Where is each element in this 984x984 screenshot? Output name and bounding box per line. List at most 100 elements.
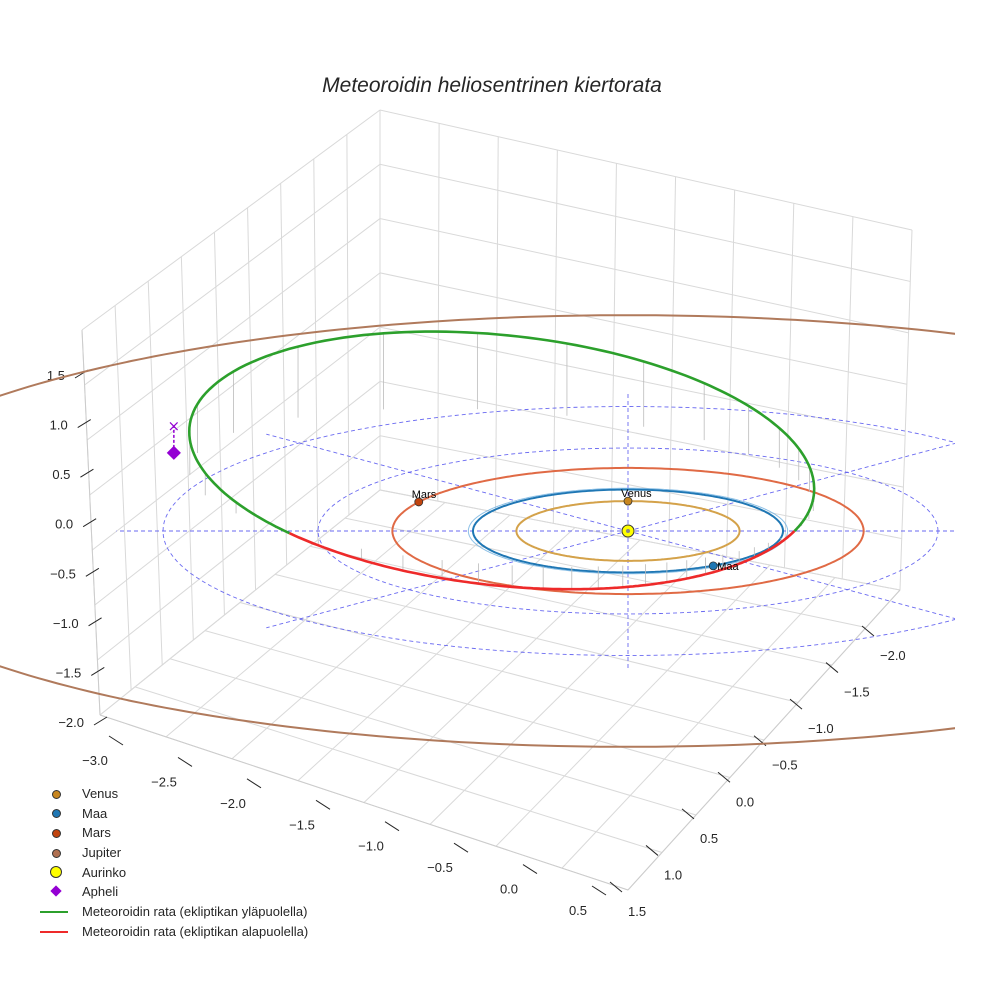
meteoroid-orbit-below bbox=[705, 530, 796, 576]
orbit-mars bbox=[391, 466, 865, 596]
legend-item: Meteoroidin rata (ekliptikan yläpuolella… bbox=[36, 902, 308, 922]
x-tick bbox=[315, 799, 331, 810]
legend-label: Apheli bbox=[82, 884, 119, 900]
grid-line bbox=[379, 326, 906, 437]
grid-line bbox=[231, 514, 511, 760]
z-tick-label: 0.0 bbox=[55, 517, 73, 532]
z-tick-label: 1.0 bbox=[50, 418, 68, 433]
grid-line bbox=[180, 256, 194, 641]
y-tick-label: 1.5 bbox=[628, 904, 646, 919]
grid-line bbox=[84, 163, 381, 386]
grid-line bbox=[94, 381, 381, 606]
x-tick-label: −0.5 bbox=[427, 860, 453, 875]
legend-item: Meteoroidin rata (ekliptikan alapuolella… bbox=[36, 922, 308, 942]
y-tick-label: −1.0 bbox=[808, 721, 834, 736]
planet-label-mars: Mars bbox=[412, 489, 437, 501]
x-tick-label: −1.5 bbox=[289, 817, 315, 832]
planet-venus bbox=[623, 496, 633, 506]
grid-line bbox=[81, 109, 381, 331]
y-tick-label: 0.5 bbox=[700, 831, 718, 846]
z-tick-label: 0.5 bbox=[52, 467, 70, 482]
plot-area: Venus Maa Mars × bbox=[0, 314, 955, 748]
grid-line bbox=[379, 109, 913, 231]
legend-label: Venus bbox=[82, 786, 119, 801]
z-axis-line bbox=[81, 329, 101, 716]
grid-line bbox=[552, 149, 558, 524]
x-tick bbox=[522, 864, 538, 874]
legend-item: Venus bbox=[36, 784, 308, 804]
x-tick bbox=[246, 778, 262, 789]
chart-title: Meteoroidin heliosentrinen kiertorata bbox=[322, 74, 662, 97]
grid-line bbox=[346, 134, 350, 516]
z-tick bbox=[80, 468, 94, 478]
sun-core bbox=[626, 529, 630, 533]
legend-label: Jupiter bbox=[82, 845, 122, 861]
grid-line bbox=[783, 203, 795, 568]
grid-line bbox=[280, 183, 288, 566]
z-tick-label: −0.5 bbox=[50, 566, 76, 581]
x-tick-label: −2.5 bbox=[151, 774, 177, 789]
axis-lines bbox=[81, 329, 901, 891]
grid-line bbox=[313, 158, 319, 541]
legend-circle-icon bbox=[52, 848, 61, 858]
x-tick-label: 0.0 bbox=[500, 882, 518, 897]
legend-label: Meteoroidin rata (ekliptikan yläpuolella… bbox=[82, 904, 308, 920]
x-tick-label: 0.5 bbox=[569, 903, 587, 918]
legend-item: Maa bbox=[36, 804, 308, 824]
y-tick bbox=[861, 625, 875, 637]
legend-marker bbox=[36, 882, 76, 902]
grid-line bbox=[379, 163, 911, 282]
z-tick bbox=[82, 518, 97, 528]
axes-pane-grid bbox=[81, 109, 913, 891]
y-tick bbox=[789, 698, 803, 710]
legend-circle-icon bbox=[52, 789, 61, 799]
grid-line bbox=[495, 136, 499, 513]
grid-line bbox=[841, 216, 854, 579]
x-tick bbox=[384, 821, 400, 832]
grid-line bbox=[899, 229, 913, 591]
y-tick bbox=[645, 845, 659, 856]
meteoroid-orbit-above bbox=[187, 330, 816, 535]
x-axis-line bbox=[99, 714, 629, 891]
legend-item: Aurinko bbox=[36, 863, 308, 883]
grid-line bbox=[114, 305, 132, 691]
z-tick-label: −1.0 bbox=[53, 616, 79, 631]
z-tick bbox=[91, 667, 105, 676]
grid-line bbox=[363, 539, 641, 803]
z-tick bbox=[88, 617, 102, 627]
legend-circle-icon bbox=[52, 828, 61, 838]
y-tick-label: −2.0 bbox=[880, 648, 906, 663]
x-tick bbox=[591, 885, 607, 896]
x-tick-label: −1.0 bbox=[358, 839, 384, 854]
grid-line bbox=[437, 123, 440, 502]
x-tick bbox=[177, 757, 193, 767]
y-tick-label: −1.5 bbox=[844, 685, 870, 700]
planet-label-venus: Venus bbox=[621, 488, 652, 500]
grid-line bbox=[610, 163, 617, 535]
planet-mars bbox=[414, 497, 424, 507]
grid-line bbox=[213, 232, 225, 616]
legend-marker bbox=[36, 843, 76, 863]
y-tick bbox=[717, 771, 731, 783]
z-tick-label: −2.0 bbox=[58, 715, 84, 730]
legend-label: Mars bbox=[82, 825, 111, 841]
grid-line bbox=[429, 552, 706, 825]
z-tick bbox=[85, 567, 100, 577]
legend-label: Meteoroidin rata (ekliptikan alapuolella… bbox=[82, 923, 309, 939]
grid-line bbox=[86, 218, 381, 441]
legend-item: Apheli bbox=[36, 882, 308, 902]
legend-marker bbox=[36, 804, 76, 824]
legend-item: Jupiter bbox=[36, 843, 308, 863]
z-tick bbox=[77, 419, 91, 428]
grid-line bbox=[379, 272, 907, 385]
grid-line bbox=[97, 435, 381, 661]
y-tick bbox=[681, 808, 695, 820]
aphelion-marker bbox=[166, 445, 181, 460]
grid-line bbox=[91, 326, 381, 551]
grid-line bbox=[379, 380, 904, 488]
grid-line bbox=[379, 218, 909, 334]
z-tick-label: −1.5 bbox=[56, 665, 82, 680]
y-axis-line bbox=[627, 589, 901, 891]
orbit-venus bbox=[515, 500, 741, 562]
